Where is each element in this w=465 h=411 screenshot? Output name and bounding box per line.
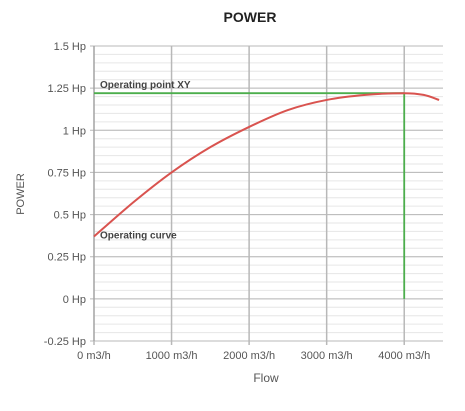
y-tick-label: 0.25 Hp bbox=[47, 252, 86, 264]
grid-layer bbox=[90, 45, 443, 345]
y-tick-label: 1 Hp bbox=[63, 125, 86, 137]
x-tick-label: 4000 m3/h bbox=[378, 350, 430, 362]
x-axis-label: Flow bbox=[253, 371, 279, 385]
x-tick-label: 3000 m3/h bbox=[301, 350, 353, 362]
x-tick-label: 0 m3/h bbox=[77, 350, 111, 362]
chart-title: POWER bbox=[224, 9, 277, 25]
y-tick-label: 0.5 Hp bbox=[54, 210, 86, 222]
y-tick-label: 0.75 Hp bbox=[47, 167, 86, 179]
y-tick-label: -0.25 Hp bbox=[44, 336, 86, 348]
x-tick-label: 2000 m3/h bbox=[223, 350, 275, 362]
operating-curve-label: Operating curve bbox=[100, 230, 177, 241]
operating-point-label: Operating point XY bbox=[100, 80, 191, 91]
series-layer bbox=[93, 92, 440, 299]
x-tick-label: 1000 m3/h bbox=[146, 350, 198, 362]
y-axis-label: POWER bbox=[15, 173, 27, 215]
y-tick-label: 0 Hp bbox=[63, 294, 86, 306]
y-tick-label: 1.5 Hp bbox=[54, 41, 86, 53]
label-layer: -0.25 Hp 0 Hp 0.25 Hp 0.5 Hp 0.75 Hp 1 Hp 1.25… bbox=[44, 41, 430, 362]
operating-curve-line bbox=[93, 92, 440, 238]
y-tick-label: 1.25 Hp bbox=[47, 83, 86, 95]
